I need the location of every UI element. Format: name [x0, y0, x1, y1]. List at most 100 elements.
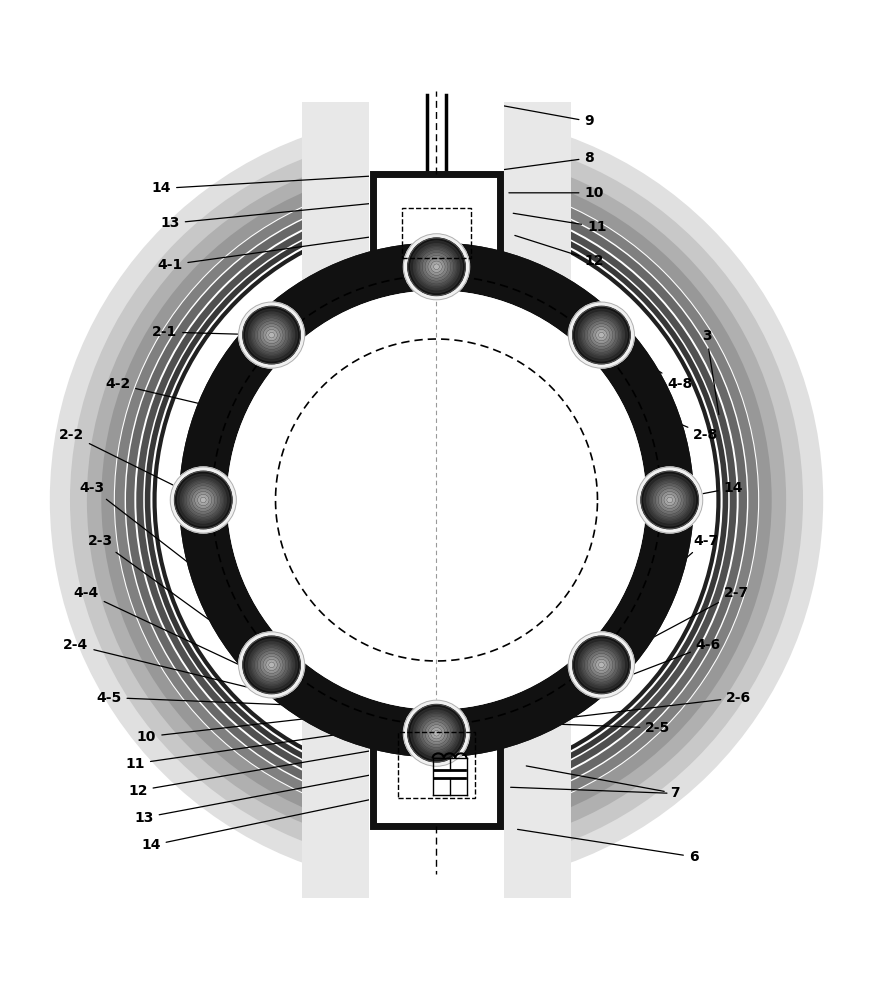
Circle shape [416, 247, 457, 287]
Circle shape [195, 491, 212, 509]
Text: 13: 13 [161, 202, 388, 230]
Circle shape [177, 474, 229, 526]
Bar [354, 703, 519, 845]
Bar [326, 674, 547, 874]
Circle shape [667, 497, 672, 503]
Circle shape [584, 318, 619, 352]
Text: 2-5: 2-5 [352, 716, 670, 735]
Circle shape [266, 329, 278, 341]
Bar [336, 136, 537, 316]
Text: 13: 13 [134, 770, 395, 825]
Circle shape [568, 632, 635, 698]
Circle shape [423, 719, 450, 748]
Circle shape [269, 662, 274, 668]
Bar [369, 718, 504, 1000]
Bar [326, 674, 547, 874]
Circle shape [636, 467, 703, 533]
Circle shape [249, 312, 294, 358]
Bar [336, 684, 537, 864]
Bar [369, 169, 504, 282]
Bar [326, 126, 547, 326]
Circle shape [430, 261, 443, 273]
Circle shape [228, 291, 645, 709]
Text: 4-1: 4-1 [157, 233, 397, 272]
Circle shape [258, 651, 286, 679]
Text: 2-6: 2-6 [439, 691, 752, 733]
Text: 4-3: 4-3 [79, 481, 218, 586]
Circle shape [180, 243, 693, 757]
Bar [374, 722, 499, 826]
Circle shape [254, 318, 289, 352]
Bar [314, 114, 559, 337]
Bar [374, 174, 499, 278]
Bar [369, 0, 504, 282]
Circle shape [584, 648, 619, 682]
Bar [369, 169, 504, 282]
Text: 14: 14 [141, 792, 406, 852]
Circle shape [644, 474, 696, 526]
Circle shape [180, 243, 693, 757]
Bar [326, 126, 547, 326]
Circle shape [590, 653, 613, 676]
Circle shape [425, 722, 448, 745]
Circle shape [263, 656, 280, 674]
Text: 6: 6 [518, 829, 698, 864]
Bar [369, 718, 504, 831]
Bar [314, 663, 559, 886]
Bar [402, 208, 471, 258]
Circle shape [228, 291, 645, 709]
Text: 10: 10 [137, 711, 375, 744]
Circle shape [568, 302, 635, 368]
Circle shape [170, 467, 237, 533]
Text: 2-3: 2-3 [87, 534, 270, 663]
Circle shape [251, 645, 292, 685]
Bar [336, 136, 537, 316]
Circle shape [258, 321, 286, 349]
Circle shape [183, 480, 223, 520]
Circle shape [428, 258, 445, 275]
Circle shape [201, 497, 206, 503]
Circle shape [652, 483, 687, 517]
Bar [354, 155, 519, 297]
Circle shape [251, 315, 292, 355]
Circle shape [197, 494, 209, 506]
Bar [369, 718, 504, 831]
Circle shape [238, 302, 305, 368]
Text: 12: 12 [515, 235, 604, 268]
Bar [314, 114, 559, 337]
Circle shape [243, 306, 300, 364]
Circle shape [228, 291, 645, 709]
Circle shape [434, 264, 439, 270]
Circle shape [581, 315, 622, 355]
Circle shape [573, 306, 630, 364]
Circle shape [403, 700, 470, 766]
Text: 4-2: 4-2 [105, 377, 219, 408]
Circle shape [266, 659, 278, 671]
Bar [314, 663, 559, 886]
Circle shape [587, 321, 615, 349]
Text: 4-4: 4-4 [73, 586, 347, 715]
Circle shape [419, 716, 454, 750]
Bar [374, 722, 499, 826]
Circle shape [595, 329, 607, 341]
Circle shape [434, 730, 439, 736]
Text: 14: 14 [152, 176, 380, 195]
Text: 9: 9 [449, 96, 594, 128]
Circle shape [575, 639, 628, 691]
Circle shape [410, 241, 463, 293]
Bar [346, 146, 527, 306]
Circle shape [428, 725, 445, 742]
Circle shape [593, 326, 610, 344]
Text: 2-7: 2-7 [604, 586, 749, 664]
Text: 2-8: 2-8 [656, 414, 718, 442]
Bar [398, 732, 475, 798]
Circle shape [181, 477, 226, 523]
Text: 2-2: 2-2 [58, 428, 201, 499]
Bar [374, 174, 499, 278]
Circle shape [650, 480, 690, 520]
Circle shape [249, 642, 294, 688]
Circle shape [403, 234, 470, 300]
Circle shape [254, 648, 289, 682]
Circle shape [579, 312, 624, 358]
Bar [346, 694, 527, 854]
